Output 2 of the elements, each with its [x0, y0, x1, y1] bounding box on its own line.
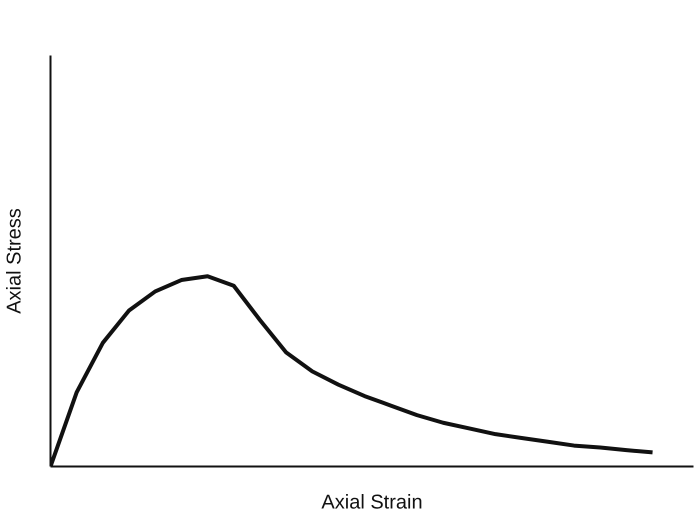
x-axis-title: Axial Strain [321, 492, 423, 514]
y-axis-title: Axial Stress [4, 208, 26, 314]
